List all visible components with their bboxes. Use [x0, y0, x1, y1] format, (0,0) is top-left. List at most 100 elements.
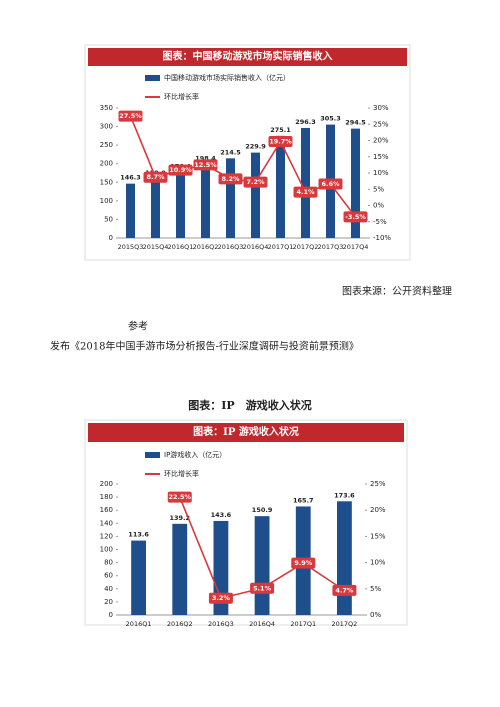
reference: 参考: [128, 320, 148, 333]
bar-value-label: 275.1: [270, 126, 291, 134]
bar: [251, 152, 260, 238]
y2-tick-label: 0%: [373, 202, 384, 210]
growth-value-label: 9.9%: [294, 559, 313, 567]
bar-value-label: 113.6: [128, 531, 149, 539]
y2-tick-label: 20%: [370, 506, 386, 514]
y2-tick-label: -10%: [373, 234, 391, 242]
bar: [131, 540, 146, 615]
growth-value-label: 22.5%: [168, 493, 191, 501]
growth-value-label: 4.7%: [335, 586, 354, 594]
growth-line: [129, 115, 357, 218]
bar-value-label: 294.5: [345, 119, 366, 127]
bar: [226, 158, 235, 238]
y-tick-label: 200: [100, 160, 113, 168]
bar-value-label: 305.3: [320, 115, 341, 123]
y2-tick-label: 0%: [370, 611, 381, 619]
header-bar: [88, 48, 407, 66]
growth-value-label: 7.2%: [246, 178, 265, 186]
y-tick-label: 150: [100, 178, 113, 186]
growth-value-label: 6.6%: [321, 180, 340, 188]
legend-swatch: [145, 452, 160, 458]
legend-swatch: [145, 75, 160, 81]
value-label-box: [168, 164, 193, 176]
y-tick-label: 200: [100, 480, 113, 488]
bar-value-label: 146.3: [120, 174, 141, 182]
bar: [213, 520, 229, 615]
legend-label: 中国移动游戏市场实际销售收入（亿元）: [164, 73, 290, 82]
growth-value-label: 8.2%: [221, 175, 240, 183]
bar-value-label: 150.9: [252, 506, 273, 514]
caption: 图表：IP 游戏收入状况: [188, 398, 311, 412]
bar-value-label: 139.2: [169, 514, 190, 522]
y-tick-label: 0: [109, 234, 113, 242]
x-tick-label: 2016Q3: [218, 243, 244, 251]
growth-value-label: 27.5%: [119, 112, 142, 120]
chart-title: 图表：IP 游戏收入状况: [193, 425, 299, 438]
bar-value-label: 198.4: [195, 154, 216, 162]
growth-value-label: 19.7%: [269, 137, 292, 145]
x-tick-label: 2016Q4: [243, 243, 269, 251]
bar: [201, 164, 210, 238]
x-tick-label: 2016Q1: [168, 243, 194, 251]
y-tick-label: 100: [100, 546, 113, 554]
y-tick-label: 0: [109, 611, 113, 619]
bar: [176, 172, 185, 238]
value-label-box: [167, 491, 192, 503]
y-tick-label: 160: [100, 506, 113, 514]
bar: [254, 516, 270, 615]
y-tick-label: 40: [104, 585, 113, 593]
x-tick-label: 2016Q3: [208, 620, 234, 628]
y-tick-label: 140: [100, 519, 113, 527]
y2-tick-label: 10%: [373, 169, 389, 177]
y-tick-label: 120: [100, 532, 113, 540]
x-tick-label: 2017Q1: [268, 243, 294, 251]
growth-value-label: 12.5%: [194, 161, 217, 169]
bar-value-label: 229.9: [245, 143, 266, 151]
y2-tick-label: 20%: [373, 137, 389, 145]
bar-value-label: 143.6: [211, 511, 232, 519]
x-tick-label: 2017Q4: [343, 243, 369, 251]
y-tick-label: 50: [104, 215, 113, 223]
value-label-box: [291, 557, 316, 569]
bar-value-label: 296.3: [295, 118, 316, 126]
growth-value-label: 3.2%: [212, 594, 231, 602]
value-label-box: [318, 178, 343, 190]
bar: [126, 183, 135, 238]
y2-tick-label: 25%: [373, 120, 389, 128]
value-label-box: [293, 186, 318, 198]
x-tick-label: 2017Q3: [318, 243, 344, 251]
publish-line: 发布《2018年中国手游市场分析报告-行业深度调研与投资前景预测》: [50, 340, 359, 353]
bar-value-label: 165.7: [293, 496, 314, 504]
bar: [337, 501, 352, 615]
bar: [276, 135, 285, 238]
growth-value-label: 5.1%: [253, 584, 272, 592]
bar: [151, 178, 160, 238]
growth-value-label: 8.7%: [146, 173, 165, 181]
y-tick-label: 100: [100, 197, 113, 205]
y2-tick-label: -5%: [373, 218, 387, 226]
y-tick-label: 20: [104, 598, 113, 606]
y2-tick-label: 30%: [373, 104, 389, 112]
x-tick-label: 2016Q1: [126, 620, 152, 628]
x-tick-label: 2016Q4: [249, 620, 275, 628]
y-tick-label: 250: [100, 141, 113, 149]
value-label-box: [208, 592, 233, 604]
x-tick-label: 2017Q1: [290, 620, 316, 628]
y2-tick-label: 5%: [373, 185, 384, 193]
y2-tick-label: 25%: [370, 480, 386, 488]
source-note: 图表来源：公开资料整理: [342, 285, 452, 298]
value-label-box: [143, 171, 168, 183]
y-tick-label: 80: [104, 559, 113, 567]
value-label-box: [250, 582, 275, 594]
x-tick-label: 2015Q3: [118, 243, 144, 251]
y-tick-label: 60: [104, 572, 113, 580]
x-tick-label: 2016Q2: [167, 620, 193, 628]
bar: [301, 127, 310, 238]
value-label-box: [243, 176, 268, 188]
x-tick-label: 2015Q4: [143, 243, 169, 251]
x-tick-label: 2016Q2: [193, 243, 219, 251]
x-tick-label: 2017Q2: [293, 243, 319, 251]
chart-title: 图表：中国移动游戏市场实际销售收入: [163, 50, 333, 63]
value-label-box: [268, 135, 293, 147]
